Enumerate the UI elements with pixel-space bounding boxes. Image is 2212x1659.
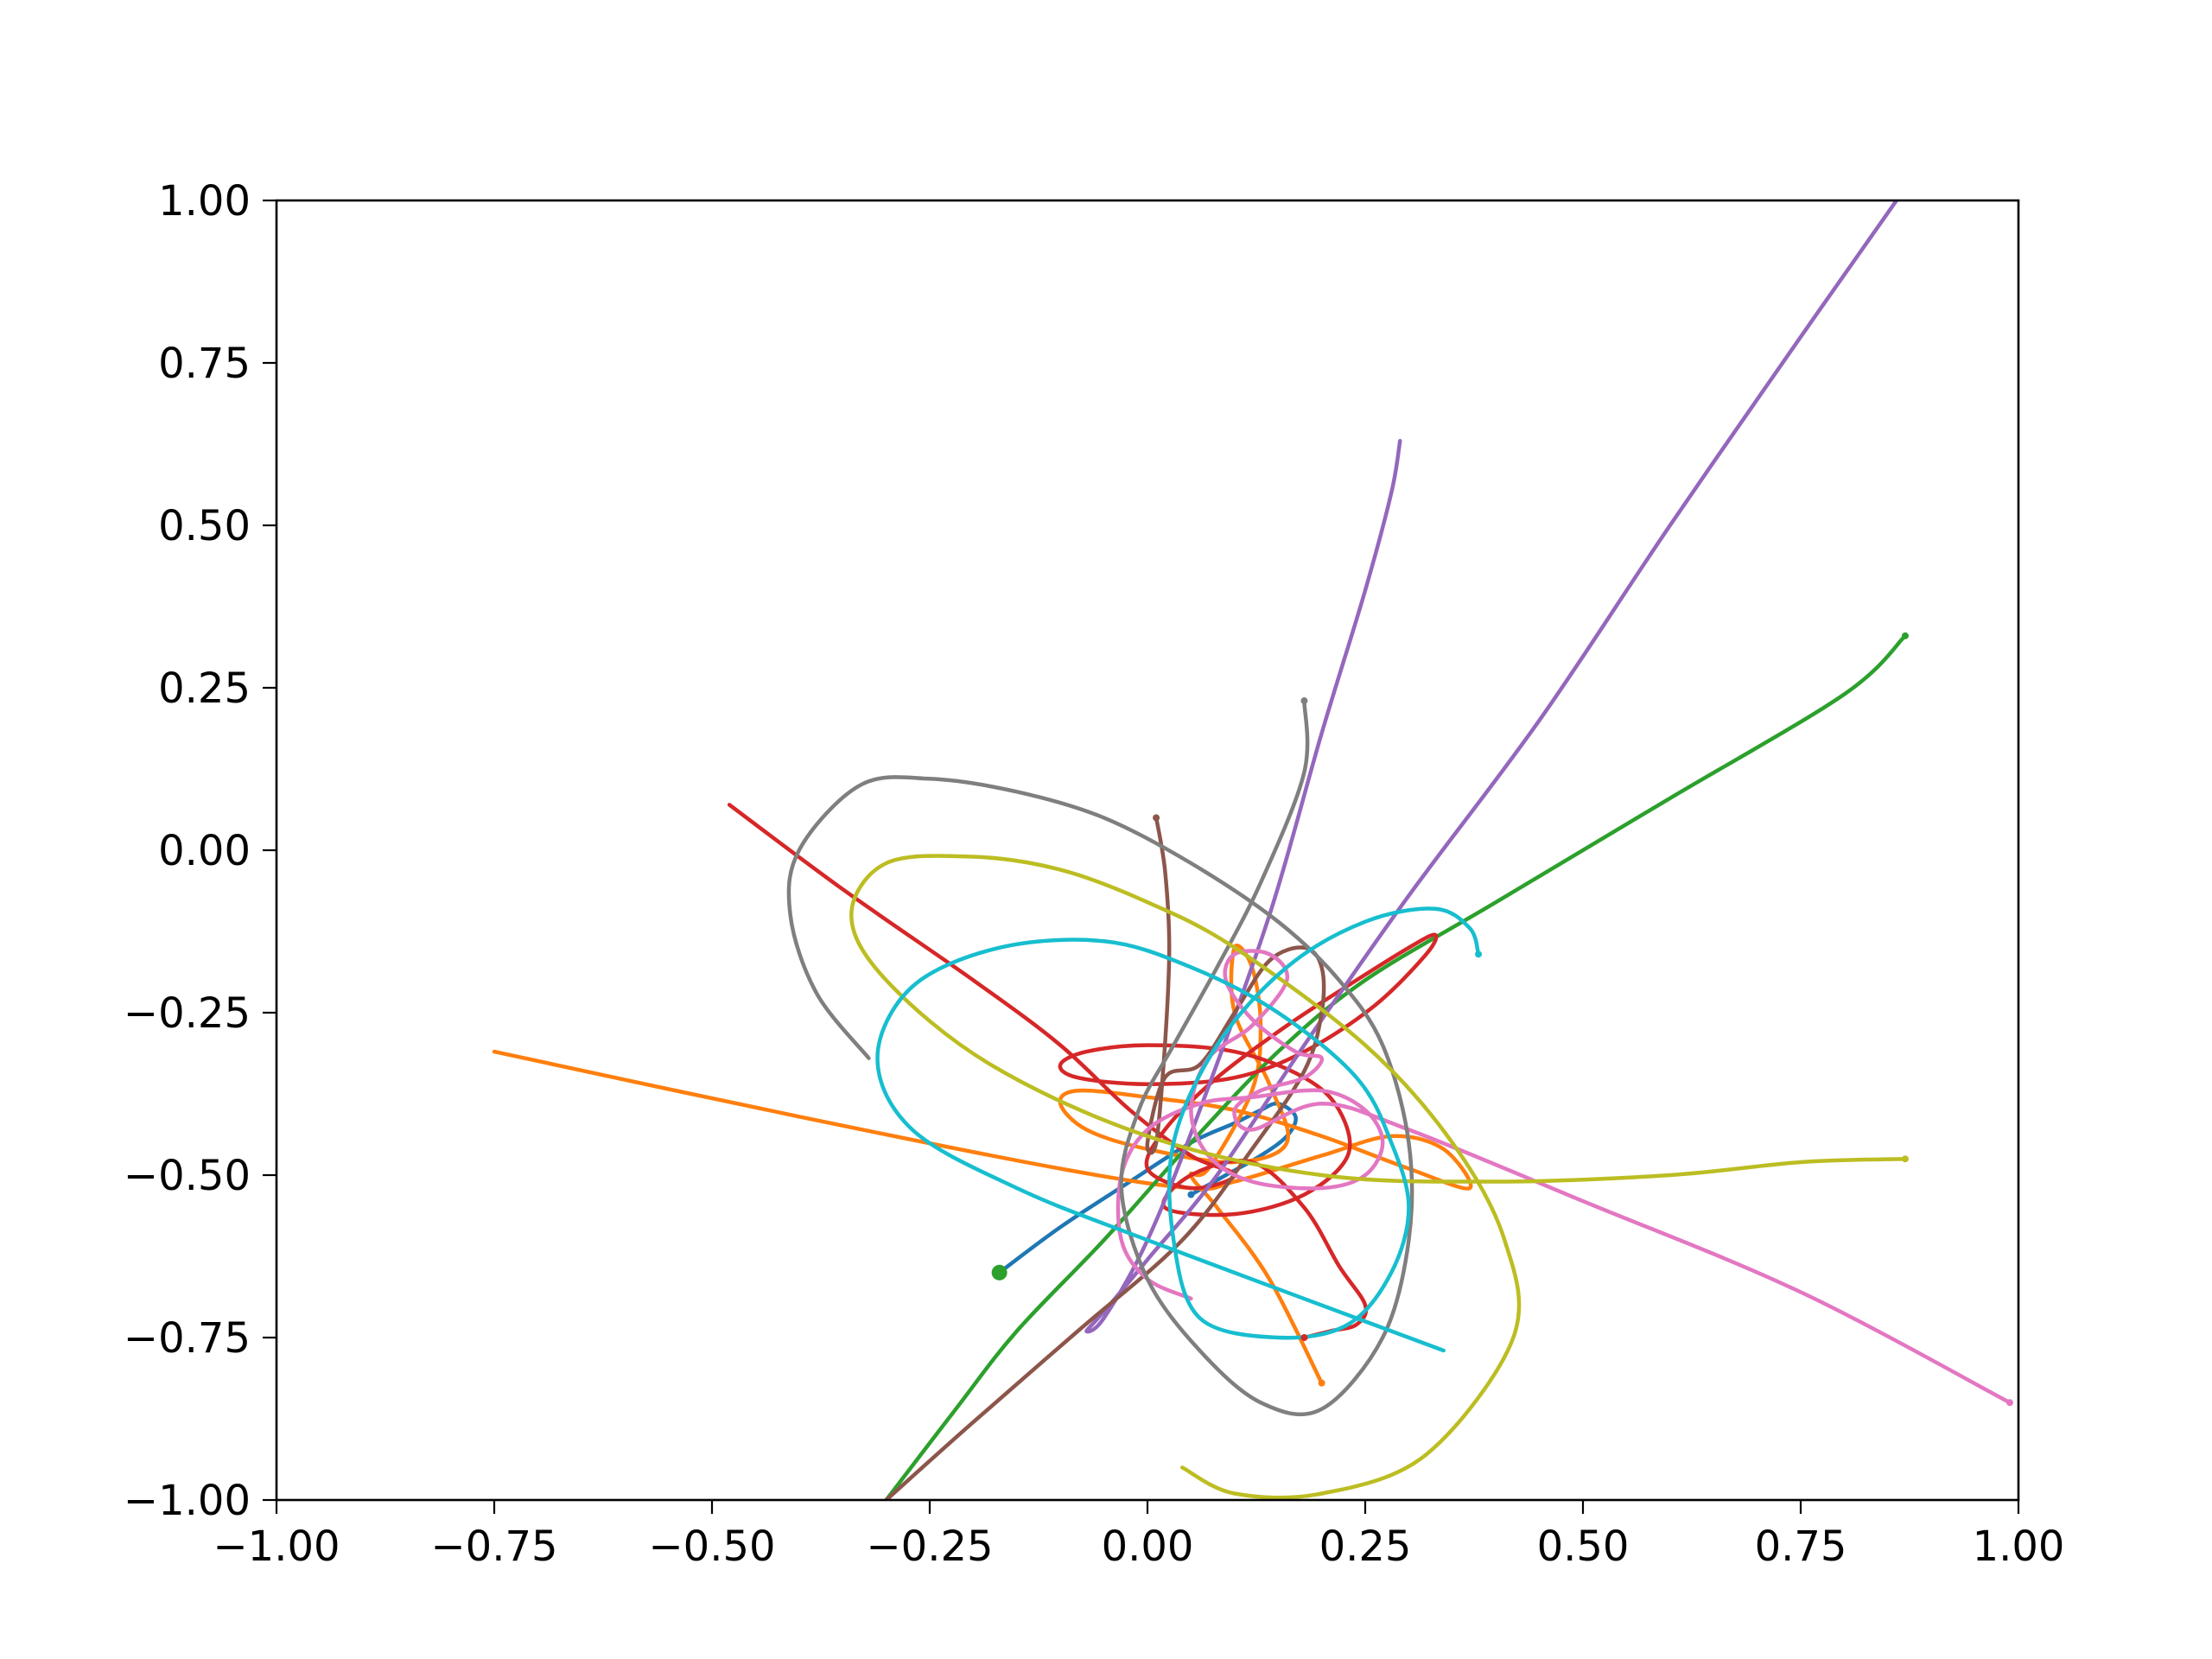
trajectory-line-7 bbox=[1116, 949, 2012, 1405]
y-tick-label: 1.00 bbox=[158, 177, 251, 226]
trajectory-end-point-10 bbox=[1475, 950, 1483, 958]
x-tick-label: −0.75 bbox=[430, 1522, 557, 1571]
y-tick-label: −0.50 bbox=[124, 1152, 251, 1200]
trajectory-end-point-4 bbox=[1300, 1334, 1308, 1341]
y-tick-label: 0.75 bbox=[158, 340, 251, 388]
y-tick-label: 0.50 bbox=[158, 502, 251, 550]
trajectory-line-8 bbox=[786, 698, 1414, 1417]
x-tick-label: −1.00 bbox=[213, 1522, 340, 1571]
trajectory-end-point-3 bbox=[1901, 632, 1909, 639]
trajectory-end-point-9 bbox=[1901, 1155, 1909, 1163]
trajectory-end-point-2 bbox=[1318, 1379, 1325, 1387]
trajectory-end-point-7 bbox=[2005, 1399, 2013, 1407]
x-axis: −1.00 −0.75 −0.50 −0.25 0.00 0.25 0.50 0.75 1.00 bbox=[213, 1500, 2064, 1571]
trajectory-line-10 bbox=[875, 906, 1481, 1353]
y-axis: −1.00 −0.75 −0.50 −0.25 0.00 0.25 0.50 0.75 1.00 bbox=[124, 177, 276, 1525]
trajectory-line-3 bbox=[884, 633, 1908, 1500]
y-tick-label: 0.00 bbox=[158, 827, 251, 875]
series-layer bbox=[492, 200, 2012, 1500]
x-tick-label: 0.50 bbox=[1537, 1522, 1630, 1571]
trajectory-line-6 bbox=[884, 816, 1326, 1500]
y-tick-label: −1.00 bbox=[124, 1477, 251, 1525]
y-tick-label: −0.25 bbox=[124, 989, 251, 1038]
trajectory-end-point-8 bbox=[1300, 697, 1308, 705]
x-tick-label: −0.50 bbox=[648, 1522, 775, 1571]
x-tick-label: 0.25 bbox=[1319, 1522, 1412, 1571]
trajectory-end-point-6 bbox=[1153, 814, 1160, 822]
y-tick-label: 0.25 bbox=[158, 664, 251, 713]
x-tick-label: 0.00 bbox=[1102, 1522, 1194, 1571]
x-tick-label: −0.25 bbox=[866, 1522, 993, 1571]
trajectory-line-4 bbox=[727, 803, 1439, 1340]
central-body-point bbox=[991, 1264, 1007, 1281]
endpoint-layer bbox=[991, 632, 2013, 1407]
trajectory-end-point-1 bbox=[1187, 1191, 1195, 1198]
trajectory-line-9 bbox=[849, 854, 1908, 1500]
x-tick-label: 1.00 bbox=[1973, 1522, 2065, 1571]
y-tick-label: −0.75 bbox=[124, 1314, 251, 1363]
x-tick-label: 0.75 bbox=[1755, 1522, 1847, 1571]
